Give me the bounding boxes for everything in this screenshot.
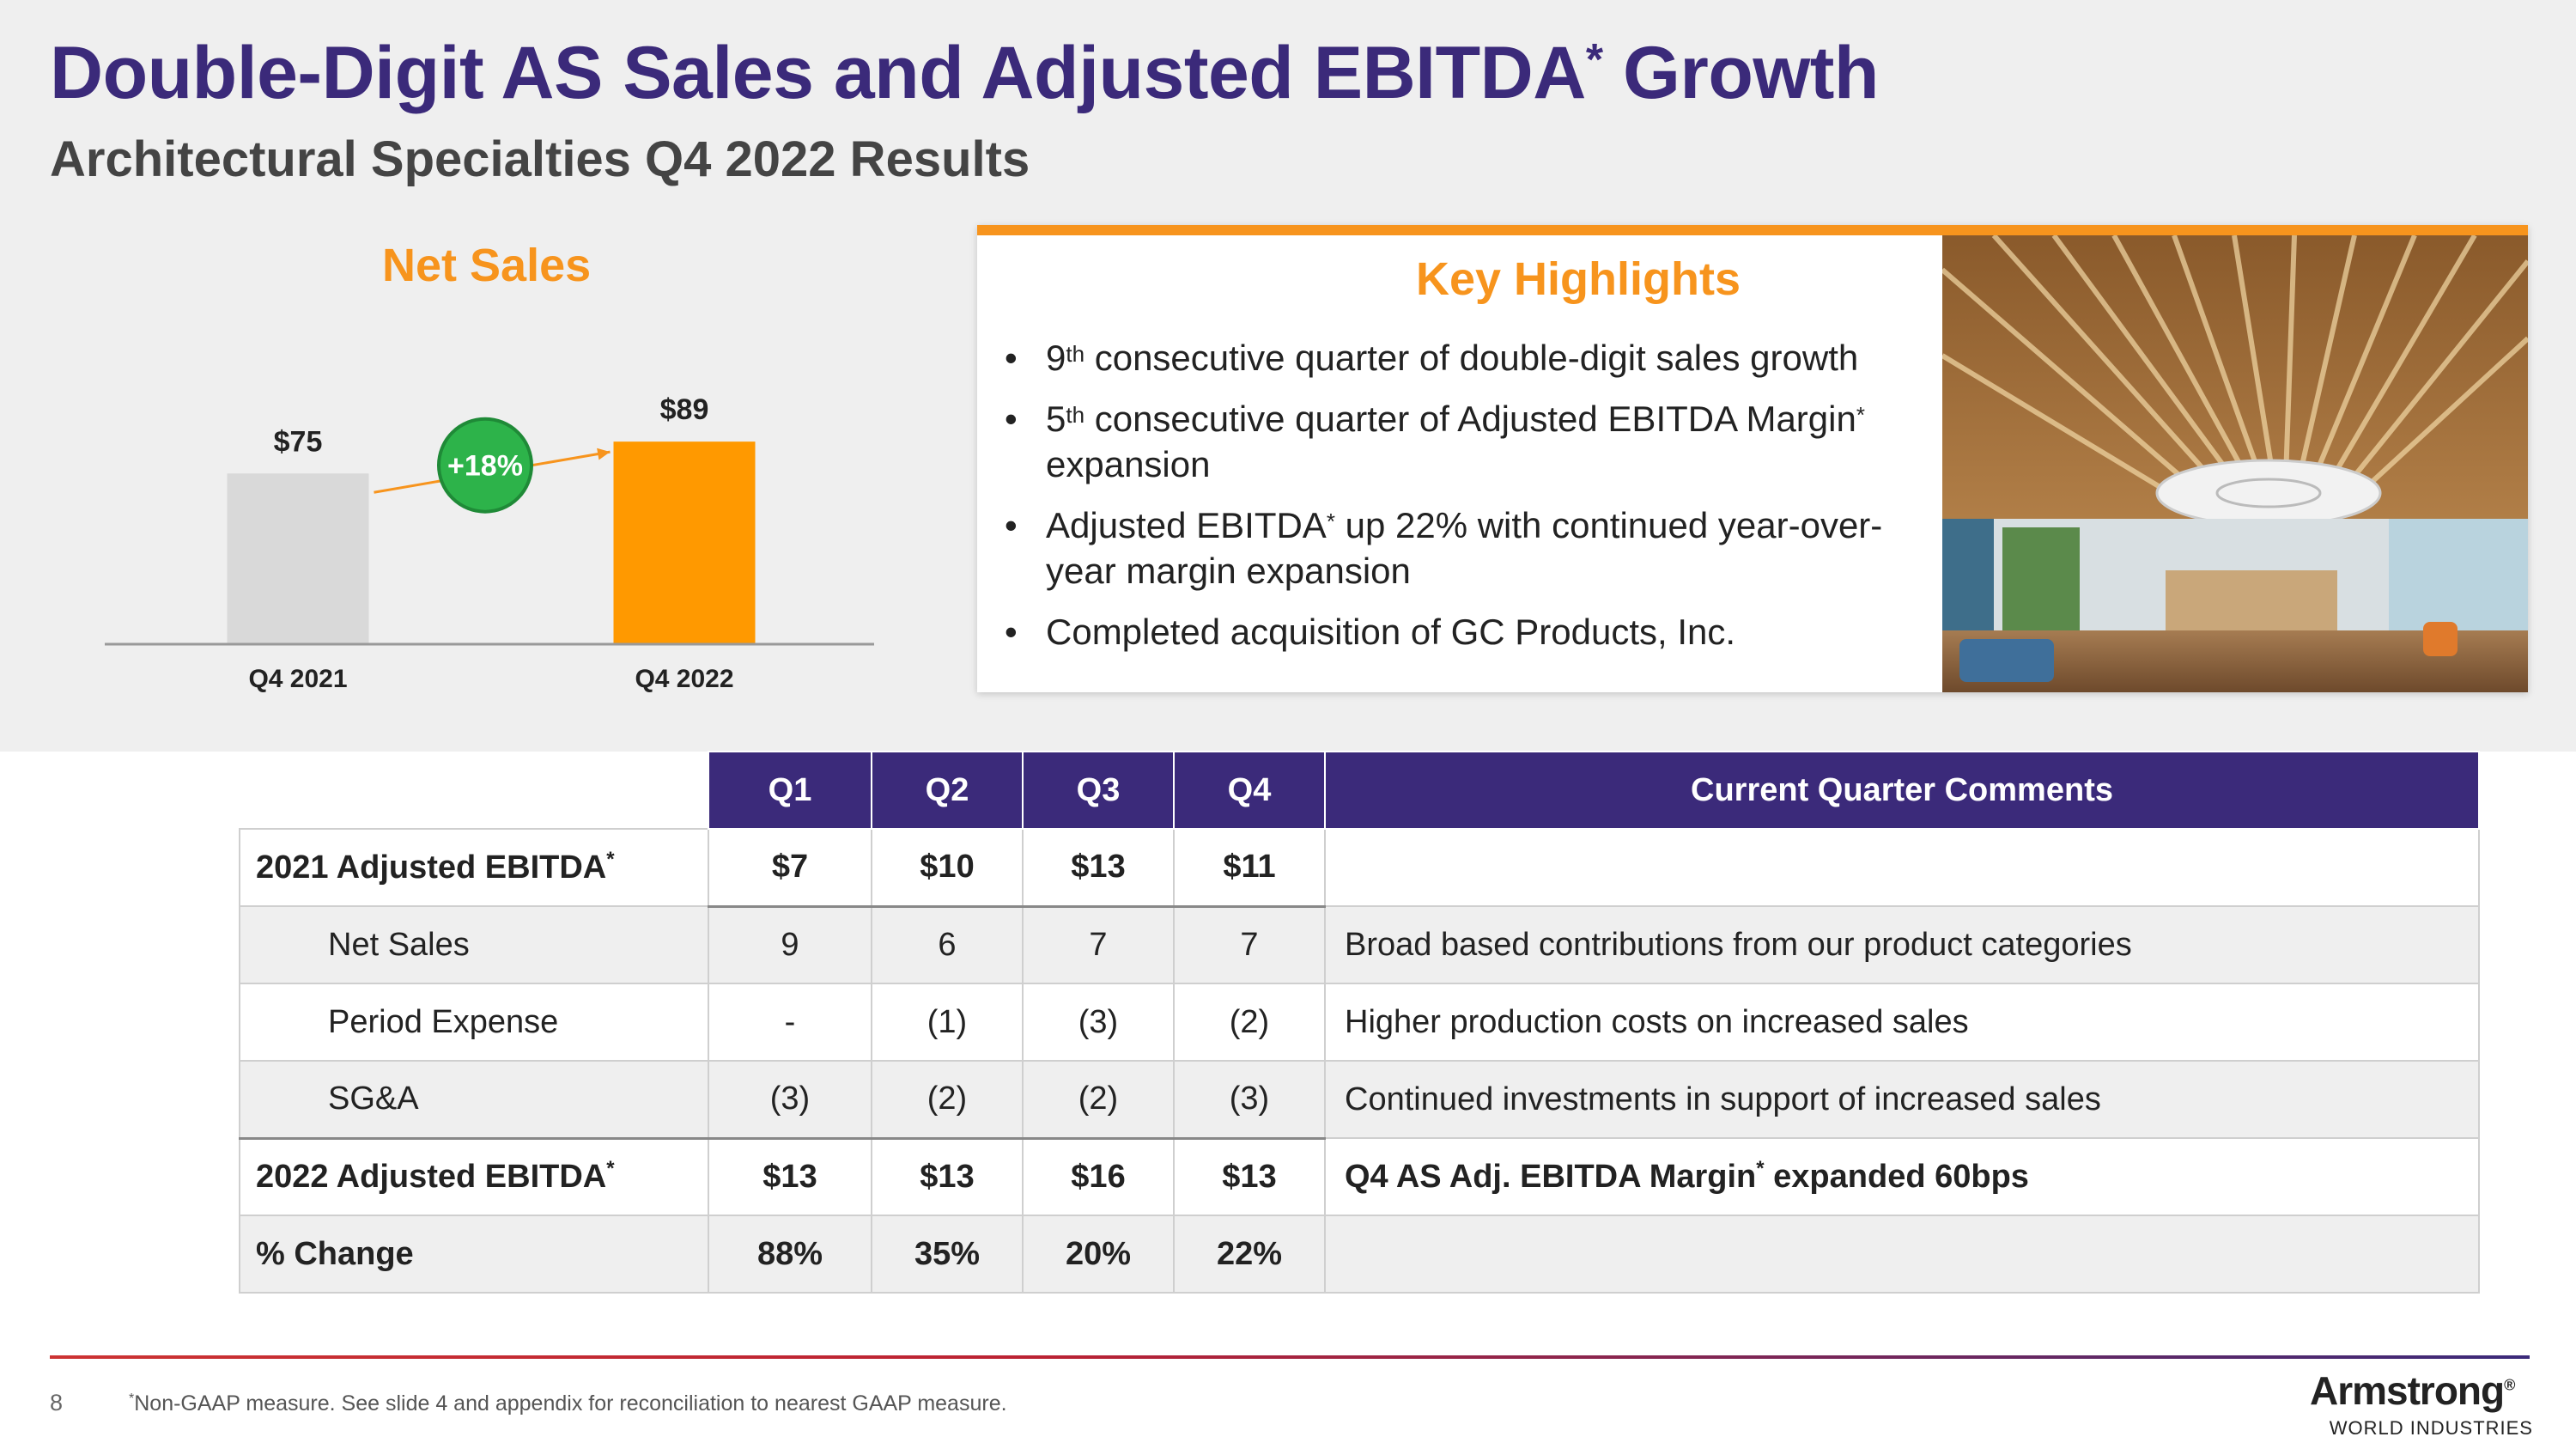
page-subtitle: Architectural Specialties Q4 2022 Result… — [50, 131, 1030, 187]
row-value: $13 — [1022, 828, 1175, 907]
row-value: - — [708, 983, 872, 1062]
highlight-item: 9th consecutive quarter of double-digit … — [1005, 335, 1915, 381]
highlight-item: Adjusted EBITDA* up 22% with continued y… — [1005, 502, 1915, 594]
column-header: Q1 — [708, 751, 872, 830]
row-value: 9 — [708, 904, 872, 984]
row-value: (3) — [708, 1060, 872, 1139]
row-label: Net Sales — [239, 905, 709, 984]
row-comment — [1324, 1215, 2480, 1294]
row-value: $13 — [708, 1136, 872, 1216]
category-label: Q4 2022 — [635, 665, 733, 693]
footer-rule — [50, 1355, 2530, 1359]
row-value: $10 — [871, 828, 1024, 907]
row-value: $13 — [871, 1136, 1024, 1216]
table-row: Period Expense - (1) (3) (2) Higher prod… — [239, 983, 2480, 1062]
row-value: (2) — [1022, 1060, 1175, 1139]
row-label: % Change — [239, 1215, 709, 1294]
row-value: 35% — [871, 1215, 1024, 1294]
row-value: (3) — [1173, 1060, 1326, 1139]
page-number: 8 — [50, 1390, 64, 1416]
table-row: 2021 Adjusted EBITDA* $7 $10 $13 $11 — [239, 828, 2480, 907]
row-value: 7 — [1173, 904, 1326, 984]
logo-wordmark: Armstrong® — [2310, 1368, 2515, 1413]
ebitda-table: Q1 Q2 Q3 Q4 Current Quarter Comments 202… — [239, 751, 2480, 1294]
row-value: 7 — [1022, 904, 1175, 984]
highlight-item: 5th consecutive quarter of Adjusted EBIT… — [1005, 396, 1915, 487]
header-blank-cell — [240, 752, 708, 829]
highlights-list: 9th consecutive quarter of double-digit … — [1005, 335, 1915, 670]
row-label: SG&A — [239, 1060, 709, 1139]
row-label: 2022 Adjusted EBITDA* — [239, 1136, 709, 1216]
row-value: $11 — [1173, 828, 1326, 907]
row-comment — [1324, 828, 2480, 907]
row-value: 20% — [1022, 1215, 1175, 1294]
row-value: (2) — [871, 1060, 1024, 1139]
category-label: Q4 2021 — [248, 665, 347, 693]
logo-subtitle: WORLD INDUSTRIES — [2329, 1417, 2533, 1439]
row-comment: Q4 AS Adj. EBITDA Margin* expanded 60bps — [1324, 1137, 2480, 1216]
row-comment: Broad based contributions from our produ… — [1324, 905, 2480, 984]
column-header: Q3 — [1022, 751, 1175, 830]
column-header: Q2 — [871, 751, 1024, 830]
row-comment: Higher production costs on increased sal… — [1324, 983, 2480, 1062]
net-sales-chart: $75 Q4 2021 $89 Q4 2022 +18% — [105, 393, 874, 693]
growth-badge-label: +18% — [447, 450, 523, 483]
row-value: 22% — [1173, 1215, 1326, 1294]
row-value: (2) — [1173, 983, 1326, 1062]
bar — [613, 441, 756, 644]
row-value: $7 — [708, 828, 872, 907]
bar-value-label: $89 — [660, 393, 709, 426]
bar-value-label: $75 — [274, 425, 323, 458]
column-header: Current Quarter Comments — [1324, 751, 2480, 830]
table-header-row: Q1 Q2 Q3 Q4 Current Quarter Comments — [240, 751, 2480, 830]
table-row: Net Sales 9 6 7 7 Broad based contributi… — [239, 904, 2480, 984]
highlights-title: Key Highlights — [1415, 253, 1741, 305]
row-value: $13 — [1173, 1136, 1326, 1216]
table-row: SG&A (3) (2) (2) (3) Continued investmen… — [239, 1060, 2480, 1139]
office-ceiling-photo — [1942, 235, 2528, 692]
row-value: 88% — [708, 1215, 872, 1294]
column-header: Q4 — [1173, 751, 1326, 830]
row-comment: Continued investments in support of incr… — [1324, 1060, 2480, 1139]
row-value: 6 — [871, 904, 1024, 984]
row-value: (1) — [871, 983, 1024, 1062]
armstrong-logo: Armstrong® WORLD INDUSTRIES — [2310, 1367, 2533, 1445]
table-row: % Change 88% 35% 20% 22% — [239, 1215, 2480, 1294]
row-label: Period Expense — [239, 983, 709, 1062]
chart-title: Net Sales — [382, 240, 592, 291]
table-row: 2022 Adjusted EBITDA* $13 $13 $16 $13 Q4… — [239, 1136, 2480, 1216]
page-title: Double-Digit AS Sales and Adjusted EBITD… — [50, 32, 1879, 114]
bar — [227, 473, 369, 644]
row-label: 2021 Adjusted EBITDA* — [239, 828, 709, 907]
row-value: (3) — [1022, 983, 1175, 1062]
footnote: *Non-GAAP measure. See slide 4 and appen… — [129, 1391, 1007, 1416]
highlight-item: Completed acquisition of GC Products, In… — [1005, 609, 1915, 654]
row-value: $16 — [1022, 1136, 1175, 1216]
growth-arrowhead — [597, 447, 611, 460]
growth-badge — [437, 417, 533, 514]
